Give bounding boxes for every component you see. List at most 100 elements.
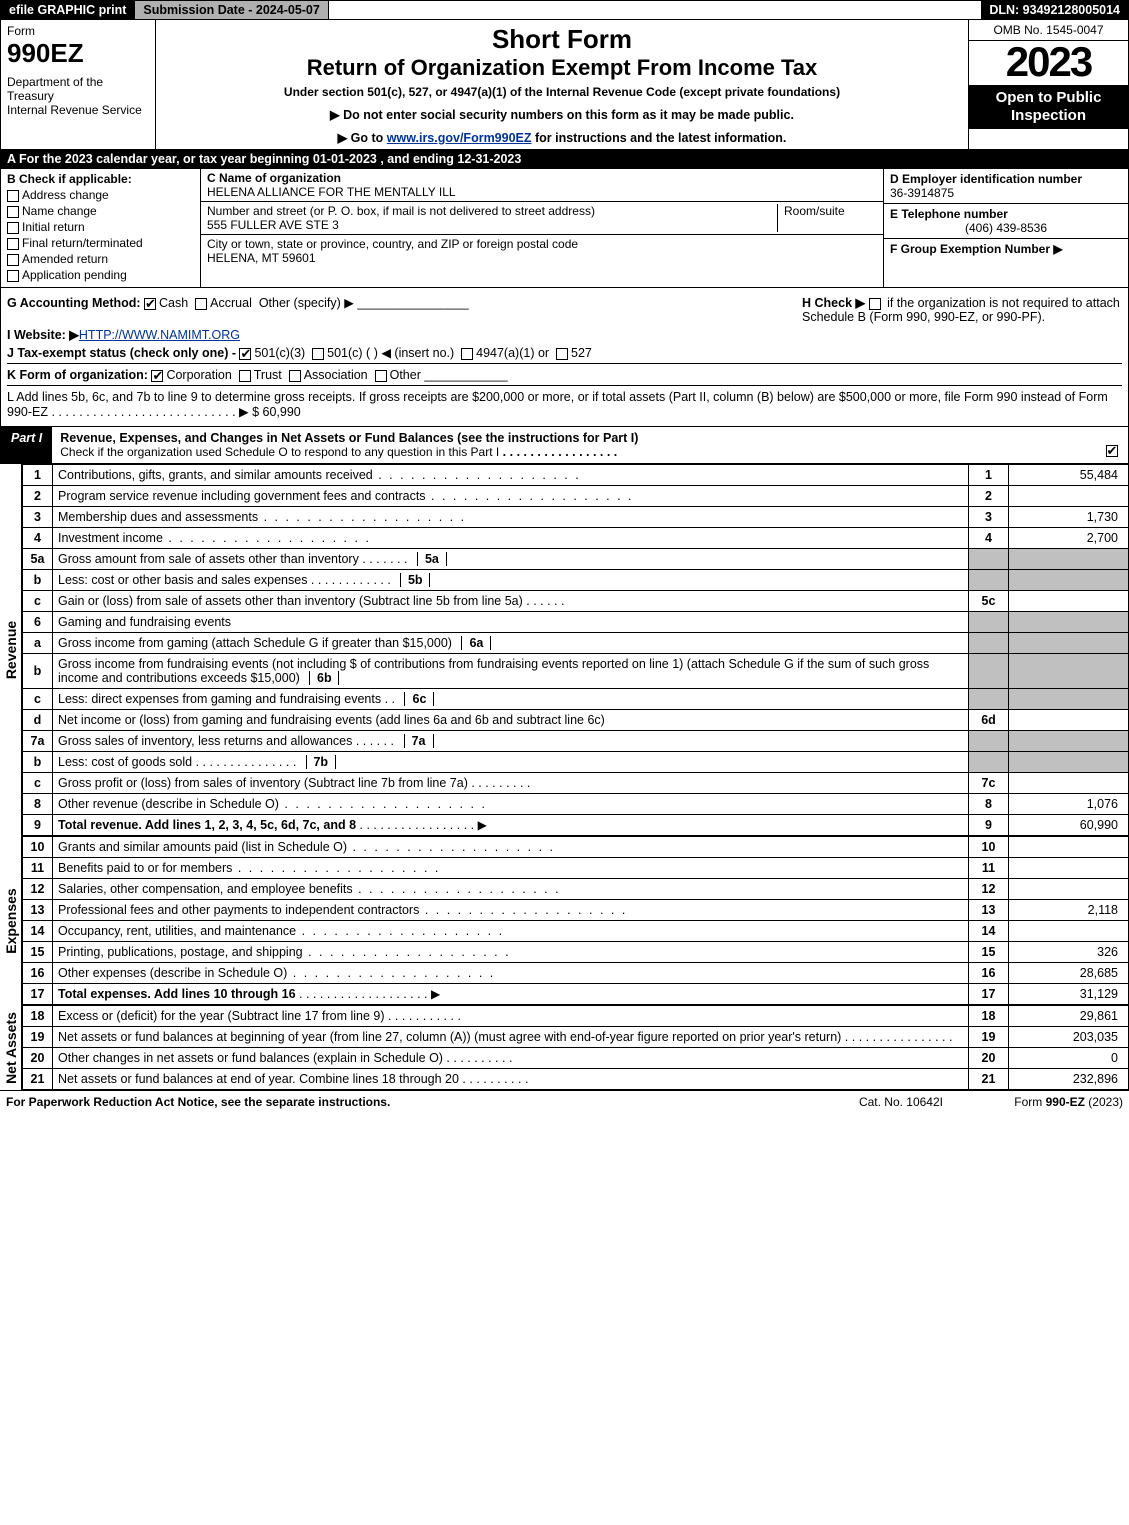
topbar-spacer: [329, 1, 982, 19]
section-def: D Employer identification number 36-3914…: [883, 169, 1128, 287]
part-i-header: Part I Revenue, Expenses, and Changes in…: [0, 427, 1129, 464]
c-addr-label: Number and street (or P. O. box, if mail…: [207, 204, 777, 218]
part-i-title: Revenue, Expenses, and Changes in Net As…: [52, 427, 1098, 463]
chk-final-return[interactable]: Final return/terminated: [7, 236, 194, 250]
line-6c: cLess: direct expenses from gaming and f…: [23, 689, 1129, 710]
expenses-table: 10Grants and similar amounts paid (list …: [22, 836, 1129, 1005]
website-link[interactable]: HTTP://WWW.NAMIMT.ORG: [79, 328, 240, 342]
form-number: 990EZ: [7, 38, 149, 69]
tax-year: 2023: [969, 41, 1128, 83]
part-i-label: Part I: [1, 427, 52, 463]
line-20: 20Other changes in net assets or fund ba…: [23, 1048, 1129, 1069]
instruction-link: ▶ Go to www.irs.gov/Form990EZ for instru…: [162, 130, 962, 145]
room-suite-label: Room/suite: [777, 204, 877, 232]
footer-catno: Cat. No. 10642I: [859, 1095, 943, 1109]
line-9: 9Total revenue. Add lines 1, 2, 3, 4, 5c…: [23, 815, 1129, 836]
form-header: Form 990EZ Department of the Treasury In…: [0, 20, 1129, 149]
phone-value: (406) 439-8536: [890, 221, 1122, 235]
efile-graphic-print[interactable]: efile GRAPHIC print: [1, 1, 134, 19]
line-17: 17Total expenses. Add lines 10 through 1…: [23, 984, 1129, 1005]
line-18: 18Excess or (deficit) for the year (Subt…: [23, 1006, 1129, 1027]
section-b: B Check if applicable: Address change Na…: [1, 169, 201, 287]
title-return: Return of Organization Exempt From Incom…: [162, 55, 962, 81]
line-5a: 5aGross amount from sale of assets other…: [23, 549, 1129, 570]
row-g: G Accounting Method: Cash Accrual Other …: [7, 295, 802, 324]
irs-label: Internal Revenue Service: [7, 103, 149, 117]
chk-501c[interactable]: [312, 348, 324, 360]
chk-sched-b[interactable]: [869, 298, 881, 310]
open-public-inspection: Open to Public Inspection: [969, 85, 1128, 129]
chk-trust[interactable]: [239, 370, 251, 382]
chk-other-org[interactable]: [375, 370, 387, 382]
row-j: J Tax-exempt status (check only one) - 5…: [7, 345, 1122, 360]
chk-accrual[interactable]: [195, 298, 207, 310]
ein-value: 36-3914875: [890, 186, 1122, 200]
org-name: HELENA ALLIANCE FOR THE MENTALLY ILL: [207, 185, 877, 199]
line-10: 10Grants and similar amounts paid (list …: [23, 837, 1129, 858]
line-11: 11Benefits paid to or for members11: [23, 858, 1129, 879]
chk-initial-return[interactable]: Initial return: [7, 220, 194, 234]
expenses-sidelabel: Expenses: [0, 836, 22, 1005]
line-4: 4Investment income42,700: [23, 528, 1129, 549]
instr2-post: for instructions and the latest informat…: [532, 131, 787, 145]
section-bcdef: B Check if applicable: Address change Na…: [0, 169, 1129, 288]
chk-name-change[interactable]: Name change: [7, 204, 194, 218]
header-middle: Short Form Return of Organization Exempt…: [156, 20, 968, 149]
chk-association[interactable]: [289, 370, 301, 382]
line-6b: bGross income from fundraising events (n…: [23, 654, 1129, 689]
part-i-checkbox[interactable]: [1098, 427, 1128, 463]
revenue-section: Revenue 1Contributions, gifts, grants, a…: [0, 464, 1129, 836]
net-assets-section: Net Assets 18Excess or (deficit) for the…: [0, 1005, 1129, 1090]
page-footer: For Paperwork Reduction Act Notice, see …: [0, 1090, 1129, 1113]
line-5b: bLess: cost or other basis and sales exp…: [23, 570, 1129, 591]
row-k: K Form of organization: Corporation Trus…: [7, 363, 1122, 382]
submission-date: Submission Date - 2024-05-07: [134, 1, 328, 19]
l-amount: ▶ $ 60,990: [239, 405, 301, 419]
line-7c: cGross profit or (loss) from sales of in…: [23, 773, 1129, 794]
instr2-pre: ▶ Go to: [338, 131, 387, 145]
c-city-label: City or town, state or province, country…: [207, 237, 877, 251]
irs-link[interactable]: www.irs.gov/Form990EZ: [387, 131, 532, 145]
section-ghijkl: G Accounting Method: Cash Accrual Other …: [0, 288, 1129, 427]
c-name-label: C Name of organization: [207, 171, 877, 185]
chk-corporation[interactable]: [151, 370, 163, 382]
line-6: 6Gaming and fundraising events: [23, 612, 1129, 633]
row-l: L Add lines 5b, 6c, and 7b to line 9 to …: [7, 385, 1122, 419]
revenue-table: 1Contributions, gifts, grants, and simil…: [22, 464, 1129, 836]
line-3: 3Membership dues and assessments31,730: [23, 507, 1129, 528]
line-1: 1Contributions, gifts, grants, and simil…: [23, 465, 1129, 486]
instruction-ssn: ▶ Do not enter social security numbers o…: [162, 107, 962, 122]
chk-amended-return[interactable]: Amended return: [7, 252, 194, 266]
b-label: B Check if applicable:: [7, 172, 194, 186]
line-12: 12Salaries, other compensation, and empl…: [23, 879, 1129, 900]
f-group-exemption: F Group Exemption Number ▶: [890, 242, 1122, 256]
subtitle: Under section 501(c), 527, or 4947(a)(1)…: [162, 85, 962, 99]
line-6a: aGross income from gaming (attach Schedu…: [23, 633, 1129, 654]
footer-left: For Paperwork Reduction Act Notice, see …: [6, 1095, 859, 1109]
top-bar: efile GRAPHIC print Submission Date - 20…: [0, 0, 1129, 20]
revenue-sidelabel: Revenue: [0, 464, 22, 836]
line-15: 15Printing, publications, postage, and s…: [23, 942, 1129, 963]
d-ein-label: D Employer identification number: [890, 172, 1122, 186]
row-a-tax-year: A For the 2023 calendar year, or tax yea…: [0, 149, 1129, 169]
chk-cash[interactable]: [144, 298, 156, 310]
line-2: 2Program service revenue including gover…: [23, 486, 1129, 507]
chk-527[interactable]: [556, 348, 568, 360]
chk-application-pending[interactable]: Application pending: [7, 268, 194, 282]
org-city: HELENA, MT 59601: [207, 251, 877, 265]
chk-501c3[interactable]: [239, 348, 251, 360]
line-7a: 7aGross sales of inventory, less returns…: [23, 731, 1129, 752]
line-21: 21Net assets or fund balances at end of …: [23, 1069, 1129, 1090]
row-i: I Website: ▶HTTP://WWW.NAMIMT.ORG: [7, 327, 1122, 342]
row-h: H Check ▶ if the organization is not req…: [802, 295, 1122, 324]
dln: DLN: 93492128005014: [981, 1, 1128, 19]
part-i-sub: Check if the organization used Schedule …: [60, 445, 499, 459]
section-c: C Name of organization HELENA ALLIANCE F…: [201, 169, 883, 287]
line-16: 16Other expenses (describe in Schedule O…: [23, 963, 1129, 984]
expenses-section: Expenses 10Grants and similar amounts pa…: [0, 836, 1129, 1005]
title-short-form: Short Form: [162, 24, 962, 55]
net-assets-sidelabel: Net Assets: [0, 1005, 22, 1090]
chk-4947[interactable]: [461, 348, 473, 360]
line-19: 19Net assets or fund balances at beginni…: [23, 1027, 1129, 1048]
chk-address-change[interactable]: Address change: [7, 188, 194, 202]
